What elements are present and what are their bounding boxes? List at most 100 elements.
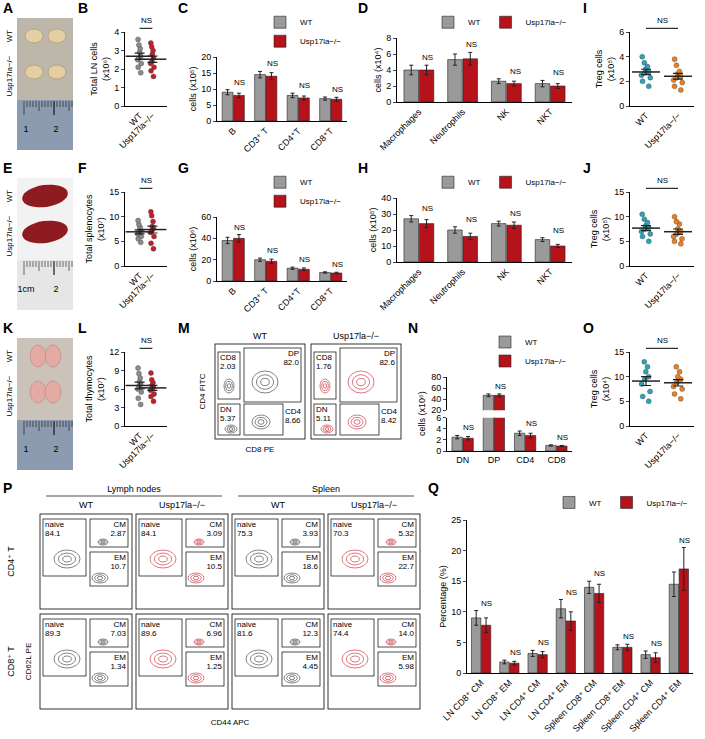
svg-text:84.1: 84.1 bbox=[45, 529, 61, 538]
svg-text:cells (x10⁶): cells (x10⁶) bbox=[188, 227, 198, 272]
svg-text:CD44 APC: CD44 APC bbox=[211, 718, 250, 727]
svg-text:CM: CM bbox=[210, 620, 223, 629]
svg-text:B: B bbox=[227, 126, 238, 137]
svg-text:14.0: 14.0 bbox=[398, 629, 414, 638]
svg-text:NS: NS bbox=[538, 638, 549, 647]
svg-text:5: 5 bbox=[619, 396, 624, 406]
svg-text:82.6: 82.6 bbox=[379, 358, 395, 367]
svg-text:12: 12 bbox=[109, 347, 119, 357]
svg-text:WT: WT bbox=[300, 18, 313, 27]
svg-text:20: 20 bbox=[431, 405, 441, 415]
svg-text:6: 6 bbox=[619, 27, 624, 37]
svg-text:WT: WT bbox=[127, 430, 144, 447]
svg-text:Usp17la−/−: Usp17la−/− bbox=[647, 499, 688, 508]
svg-text:NS: NS bbox=[422, 204, 433, 213]
svg-text:NS: NS bbox=[510, 67, 521, 76]
svg-text:DN: DN bbox=[456, 455, 469, 465]
svg-text:CD8 PE: CD8 PE bbox=[246, 445, 275, 454]
svg-text:15: 15 bbox=[201, 68, 211, 78]
svg-text:DN: DN bbox=[220, 405, 232, 414]
svg-text:Spleen: Spleen bbox=[312, 484, 340, 494]
svg-text:10.5: 10.5 bbox=[206, 562, 222, 571]
svg-text:4: 4 bbox=[386, 65, 391, 75]
svg-text:DP: DP bbox=[384, 349, 395, 358]
svg-text:NKT: NKT bbox=[535, 266, 555, 286]
svg-text:Usp17la−/−: Usp17la−/− bbox=[526, 18, 567, 27]
svg-text:2: 2 bbox=[53, 124, 58, 134]
svg-text:WT: WT bbox=[634, 110, 651, 127]
svg-text:8.66: 8.66 bbox=[285, 416, 301, 425]
svg-text:Usp17la−/−: Usp17la−/− bbox=[643, 111, 683, 151]
svg-text:Neutrophils: Neutrophils bbox=[428, 266, 468, 306]
svg-text:Macrophages: Macrophages bbox=[378, 266, 424, 312]
svg-text:CM: CM bbox=[402, 520, 415, 529]
svg-text:60: 60 bbox=[201, 212, 211, 222]
svg-text:0: 0 bbox=[436, 446, 441, 456]
svg-text:8.42: 8.42 bbox=[381, 416, 397, 425]
svg-text:NS: NS bbox=[679, 536, 690, 545]
svg-text:1: 1 bbox=[23, 444, 28, 454]
svg-text:NS: NS bbox=[594, 569, 605, 578]
svg-text:Usp17la−/−: Usp17la−/− bbox=[117, 431, 157, 471]
svg-text:25: 25 bbox=[451, 515, 461, 525]
svg-text:NK: NK bbox=[495, 267, 511, 283]
svg-text:NS: NS bbox=[141, 176, 152, 185]
svg-text:20: 20 bbox=[381, 225, 391, 235]
svg-text:0: 0 bbox=[386, 257, 391, 267]
svg-text:40: 40 bbox=[431, 394, 441, 404]
svg-text:NS: NS bbox=[267, 59, 278, 68]
svg-text:naive: naive bbox=[45, 520, 65, 529]
svg-text:NKT: NKT bbox=[535, 106, 555, 126]
svg-text:EM: EM bbox=[210, 553, 222, 562]
svg-text:CD4⁺T: CD4⁺T bbox=[276, 125, 303, 152]
svg-text:CD4⁺ T: CD4⁺ T bbox=[6, 546, 16, 577]
svg-text:WT: WT bbox=[127, 270, 144, 287]
svg-text:82.0: 82.0 bbox=[283, 358, 299, 367]
svg-text:81.6: 81.6 bbox=[237, 629, 253, 638]
svg-text:4: 4 bbox=[619, 52, 624, 62]
svg-text:CM: CM bbox=[210, 520, 223, 529]
svg-text:WT: WT bbox=[127, 110, 144, 127]
svg-text:10: 10 bbox=[201, 84, 211, 94]
svg-text:NS: NS bbox=[332, 85, 343, 94]
svg-text:WT: WT bbox=[5, 30, 14, 43]
svg-text:15: 15 bbox=[109, 187, 119, 197]
svg-text:EM: EM bbox=[114, 553, 126, 562]
svg-text:CD3⁺ T: CD3⁺ T bbox=[242, 285, 271, 314]
svg-text:10: 10 bbox=[109, 212, 119, 222]
svg-text:NS: NS bbox=[510, 209, 521, 218]
svg-text:15: 15 bbox=[451, 576, 461, 586]
svg-text:CD4 FITC: CD4 FITC bbox=[198, 373, 207, 409]
svg-text:NS: NS bbox=[299, 255, 310, 264]
svg-text:EM: EM bbox=[402, 553, 414, 562]
svg-text:Total LN cells(x10⁶): Total LN cells(x10⁶) bbox=[89, 42, 111, 96]
svg-text:Spleen CD4⁺ EM: Spleen CD4⁺ EM bbox=[627, 678, 683, 734]
svg-text:CM: CM bbox=[114, 620, 127, 629]
svg-text:Spleen CD8⁺ EM: Spleen CD8⁺ EM bbox=[571, 678, 627, 734]
svg-text:cells (x10⁶): cells (x10⁶) bbox=[417, 391, 427, 436]
svg-text:7.03: 7.03 bbox=[110, 629, 126, 638]
svg-text:Spleen CD4⁺ CM: Spleen CD4⁺ CM bbox=[599, 678, 655, 734]
svg-text:75.3: 75.3 bbox=[237, 529, 253, 538]
svg-text:NK: NK bbox=[495, 107, 511, 123]
svg-text:naive: naive bbox=[237, 520, 257, 529]
svg-text:EM: EM bbox=[114, 653, 126, 662]
svg-text:5.32: 5.32 bbox=[398, 529, 414, 538]
svg-text:NS: NS bbox=[557, 433, 568, 442]
svg-text:naive: naive bbox=[45, 620, 65, 629]
svg-text:LN CD4⁺ CM: LN CD4⁺ CM bbox=[497, 678, 542, 723]
svg-text:WT: WT bbox=[589, 499, 602, 508]
svg-text:NS: NS bbox=[234, 78, 245, 87]
svg-text:NS: NS bbox=[566, 588, 577, 597]
svg-text:LN CD4⁺ EM: LN CD4⁺ EM bbox=[526, 678, 570, 722]
svg-text:0: 0 bbox=[619, 421, 624, 431]
svg-text:0: 0 bbox=[114, 421, 119, 431]
svg-text:NS: NS bbox=[657, 16, 668, 25]
svg-text:74.4: 74.4 bbox=[333, 629, 349, 638]
svg-text:NS: NS bbox=[657, 336, 668, 345]
svg-text:Treg cells(x10⁴): Treg cells(x10⁴) bbox=[589, 369, 611, 408]
svg-text:70.3: 70.3 bbox=[333, 529, 349, 538]
svg-text:NS: NS bbox=[526, 419, 537, 428]
svg-text:NS: NS bbox=[141, 16, 152, 25]
svg-text:NS: NS bbox=[299, 81, 310, 90]
